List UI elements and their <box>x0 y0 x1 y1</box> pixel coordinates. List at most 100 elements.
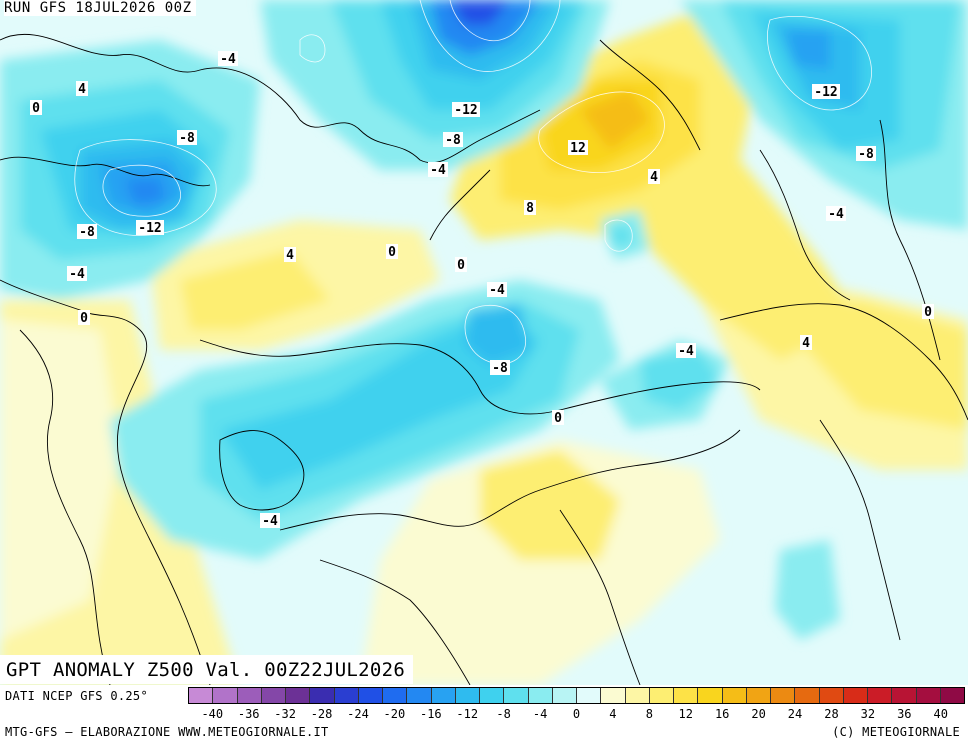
contour-label: -4 <box>428 162 448 178</box>
legend-swatch <box>528 688 553 703</box>
legend-swatch <box>746 688 771 703</box>
contour-label: -8 <box>490 360 510 376</box>
legend-swatch <box>358 688 383 703</box>
legend-swatch <box>552 688 577 703</box>
contour-label: 0 <box>386 244 398 260</box>
contour-label: -4 <box>218 51 238 67</box>
legend-swatch <box>383 688 408 703</box>
legend-tick-label: 16 <box>714 707 730 721</box>
svg-text:-4: -4 <box>430 163 446 178</box>
legend-colorbar <box>188 687 965 704</box>
legend-tick-label: -8 <box>496 707 511 721</box>
legend-swatch <box>698 688 723 703</box>
svg-text:4: 4 <box>286 248 294 263</box>
credits-left: MTG-GFS – ELABORAZIONE WWW.METEOGIORNALE… <box>5 725 329 739</box>
legend-swatch <box>843 688 868 703</box>
legend-tick-label: 4 <box>609 707 617 721</box>
legend-swatch <box>625 688 650 703</box>
legend-swatch <box>892 688 917 703</box>
legend-swatch <box>261 688 286 703</box>
contour-label: -8 <box>77 224 97 240</box>
legend-swatch <box>916 688 941 703</box>
legend-tick-label: 40 <box>933 707 948 721</box>
legend-tick-label: 24 <box>787 707 803 721</box>
contour-label: -12 <box>136 220 164 236</box>
legend-swatch <box>504 688 529 703</box>
legend-tick-label: -20 <box>383 707 406 721</box>
legend-swatch <box>577 688 602 703</box>
svg-text:4: 4 <box>78 82 86 97</box>
legend-swatch <box>334 688 359 703</box>
svg-text:-8: -8 <box>445 133 461 148</box>
svg-text:0: 0 <box>924 305 932 320</box>
contour-label: -8 <box>856 146 876 162</box>
contour-labels: -4 4 0 -8 -12 -8 -4 0 -12 -8 -4 12 8 4 -12 -8 -4 4 0 0 -4 -8 -… <box>30 51 934 529</box>
map-title: GPT ANOMALY Z500 Val. 00Z22JUL2026 <box>0 655 414 684</box>
legend-tick-label: -32 <box>274 707 296 721</box>
legend-tick-label: 20 <box>751 707 766 721</box>
svg-text:-8: -8 <box>492 361 508 376</box>
legend-swatch <box>722 688 747 703</box>
legend-tick-label: -4 <box>532 707 548 721</box>
coastlines-and-borders <box>0 34 968 685</box>
legend-swatch <box>455 688 480 703</box>
svg-text:-8: -8 <box>858 147 874 162</box>
contour-label: 4 <box>800 335 812 351</box>
svg-text:-4: -4 <box>220 52 236 67</box>
legend-swatch <box>649 688 674 703</box>
legend-tick-label: 36 <box>897 707 912 721</box>
contour-label: -12 <box>452 102 480 118</box>
svg-text:0: 0 <box>554 411 562 426</box>
contour-label: -8 <box>443 132 463 148</box>
anomaly-map: -4 4 0 -8 -12 -8 -4 0 -12 -8 -4 12 8 4 -12 -8 -4 4 0 0 -4 -8 -… <box>0 0 968 685</box>
svg-text:12: 12 <box>570 141 586 156</box>
legend-swatch <box>940 688 964 703</box>
contour-label: 0 <box>78 310 90 326</box>
contour-label: 0 <box>30 100 42 116</box>
contour-label: 0 <box>922 304 934 320</box>
svg-text:0: 0 <box>457 258 465 273</box>
contour-label: -4 <box>260 513 280 529</box>
svg-text:-4: -4 <box>262 514 278 529</box>
run-label: RUN GFS 18JUL2026 00Z <box>4 0 196 16</box>
legend-swatch <box>601 688 626 703</box>
contour-label: -4 <box>67 266 87 282</box>
legend-swatch <box>213 688 238 703</box>
svg-text:-12: -12 <box>454 103 477 118</box>
svg-text:0: 0 <box>80 311 88 326</box>
contour-label: -8 <box>177 130 197 146</box>
legend-swatch <box>795 688 820 703</box>
legend-swatch <box>674 688 699 703</box>
legend-tick-label: -12 <box>456 707 479 721</box>
svg-text:0: 0 <box>388 245 396 260</box>
svg-text:-8: -8 <box>79 225 95 240</box>
legend-swatch <box>310 688 335 703</box>
contour-label: -4 <box>487 282 507 298</box>
contour-label: 4 <box>284 247 296 263</box>
svg-text:-4: -4 <box>828 207 844 222</box>
contour-label: 4 <box>648 169 660 185</box>
svg-text:-12: -12 <box>138 221 161 236</box>
legend-tick-labels: -40 -36 -32 -28 -24 -20 -16 -12 -8 -4 0 4 8 12 16 20 24 2… <box>188 707 965 723</box>
legend-tick-label: -40 <box>201 707 224 721</box>
svg-text:4: 4 <box>650 170 658 185</box>
legend-swatch <box>286 688 311 703</box>
svg-text:-12: -12 <box>814 85 837 100</box>
contour-label: -4 <box>676 343 696 359</box>
anomaly-field <box>0 0 968 685</box>
svg-text:8: 8 <box>526 201 534 216</box>
legend-swatch <box>237 688 262 703</box>
legend-swatch <box>819 688 844 703</box>
svg-text:4: 4 <box>802 336 810 351</box>
contour-label: 0 <box>552 410 564 426</box>
footer: DATI NCEP GFS 0.25° -40 -36 -32 -28 -24 -20 -1… <box>0 685 968 745</box>
legend-swatch <box>480 688 505 703</box>
legend-tick-label: -28 <box>310 707 333 721</box>
contour-label: 4 <box>76 81 88 97</box>
svg-text:-4: -4 <box>678 344 694 359</box>
legend-tick-label: 32 <box>860 707 876 721</box>
legend-swatch <box>431 688 456 703</box>
legend-tick-label: 8 <box>645 707 653 721</box>
svg-text:-4: -4 <box>489 283 505 298</box>
contour-label: -4 <box>826 206 846 222</box>
